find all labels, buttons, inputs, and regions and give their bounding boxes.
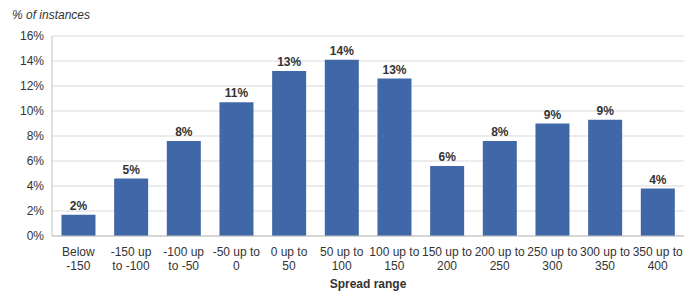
svg-text:0%: 0% [27, 229, 45, 243]
svg-text:100 up to150: 100 up to150 [369, 245, 419, 273]
svg-text:2%: 2% [70, 199, 88, 213]
svg-text:16%: 16% [20, 29, 44, 43]
svg-text:13%: 13% [277, 55, 301, 69]
svg-text:-50 up to0: -50 up to0 [213, 245, 261, 273]
svg-text:5%: 5% [122, 163, 140, 177]
svg-text:13%: 13% [382, 63, 406, 77]
svg-text:250 up to300: 250 up to300 [527, 245, 577, 273]
svg-text:2%: 2% [27, 204, 45, 218]
svg-text:8%: 8% [491, 125, 509, 139]
svg-text:150 up to200: 150 up to200 [422, 245, 472, 273]
svg-text:6%: 6% [27, 154, 45, 168]
svg-text:50 up to100: 50 up to100 [320, 245, 364, 273]
svg-text:Spread range: Spread range [330, 277, 407, 291]
svg-text:0 up to50: 0 up to50 [271, 245, 308, 273]
svg-text:350 up to400: 350 up to400 [633, 245, 683, 273]
svg-text:8%: 8% [175, 125, 193, 139]
svg-text:Below-150: Below-150 [62, 245, 95, 273]
svg-text:9%: 9% [596, 104, 614, 118]
svg-text:4%: 4% [649, 173, 667, 187]
svg-text:4%: 4% [27, 179, 45, 193]
svg-text:-150 upto -100: -150 upto -100 [111, 245, 152, 273]
svg-text:200 up to250: 200 up to250 [475, 245, 525, 273]
svg-text:8%: 8% [27, 129, 45, 143]
svg-text:9%: 9% [544, 108, 562, 122]
svg-text:10%: 10% [20, 104, 44, 118]
svg-text:14%: 14% [330, 44, 354, 58]
html-text:% of instances: % of instances [12, 8, 90, 22]
svg-text:6%: 6% [438, 150, 456, 164]
svg-text:14%: 14% [20, 54, 44, 68]
svg-text:12%: 12% [20, 79, 44, 93]
svg-text:300 up to350: 300 up to350 [580, 245, 630, 273]
svg-text:-100 upto -50: -100 upto -50 [163, 245, 204, 273]
svg-text:11%: 11% [225, 86, 249, 100]
